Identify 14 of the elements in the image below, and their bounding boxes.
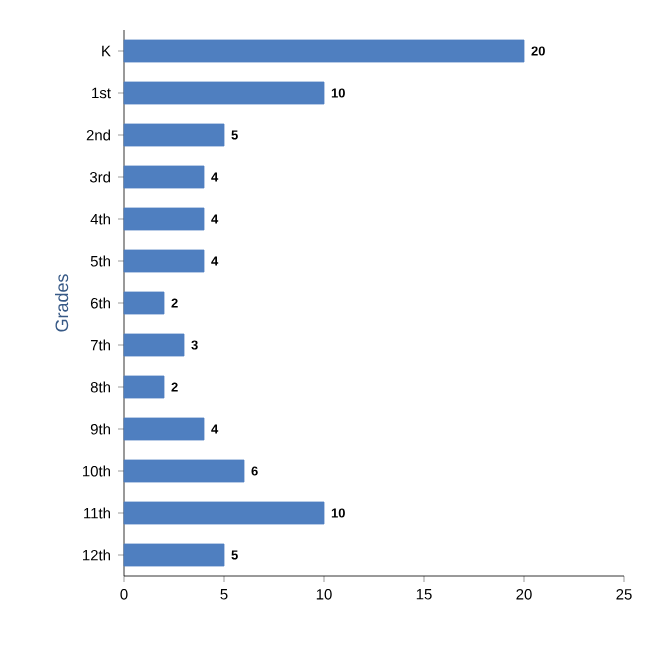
bar bbox=[123, 333, 185, 357]
bar bbox=[123, 39, 525, 63]
bar bbox=[123, 165, 205, 189]
bar bbox=[123, 501, 325, 525]
bar bbox=[123, 291, 165, 315]
y-axis-title: Grades bbox=[55, 274, 69, 332]
bar bbox=[123, 207, 205, 231]
bar bbox=[123, 123, 225, 147]
bar bbox=[123, 543, 225, 567]
bar bbox=[123, 417, 205, 441]
bar bbox=[123, 249, 205, 273]
bar bbox=[123, 81, 325, 105]
bar bbox=[123, 375, 165, 399]
bar bbox=[123, 459, 245, 483]
